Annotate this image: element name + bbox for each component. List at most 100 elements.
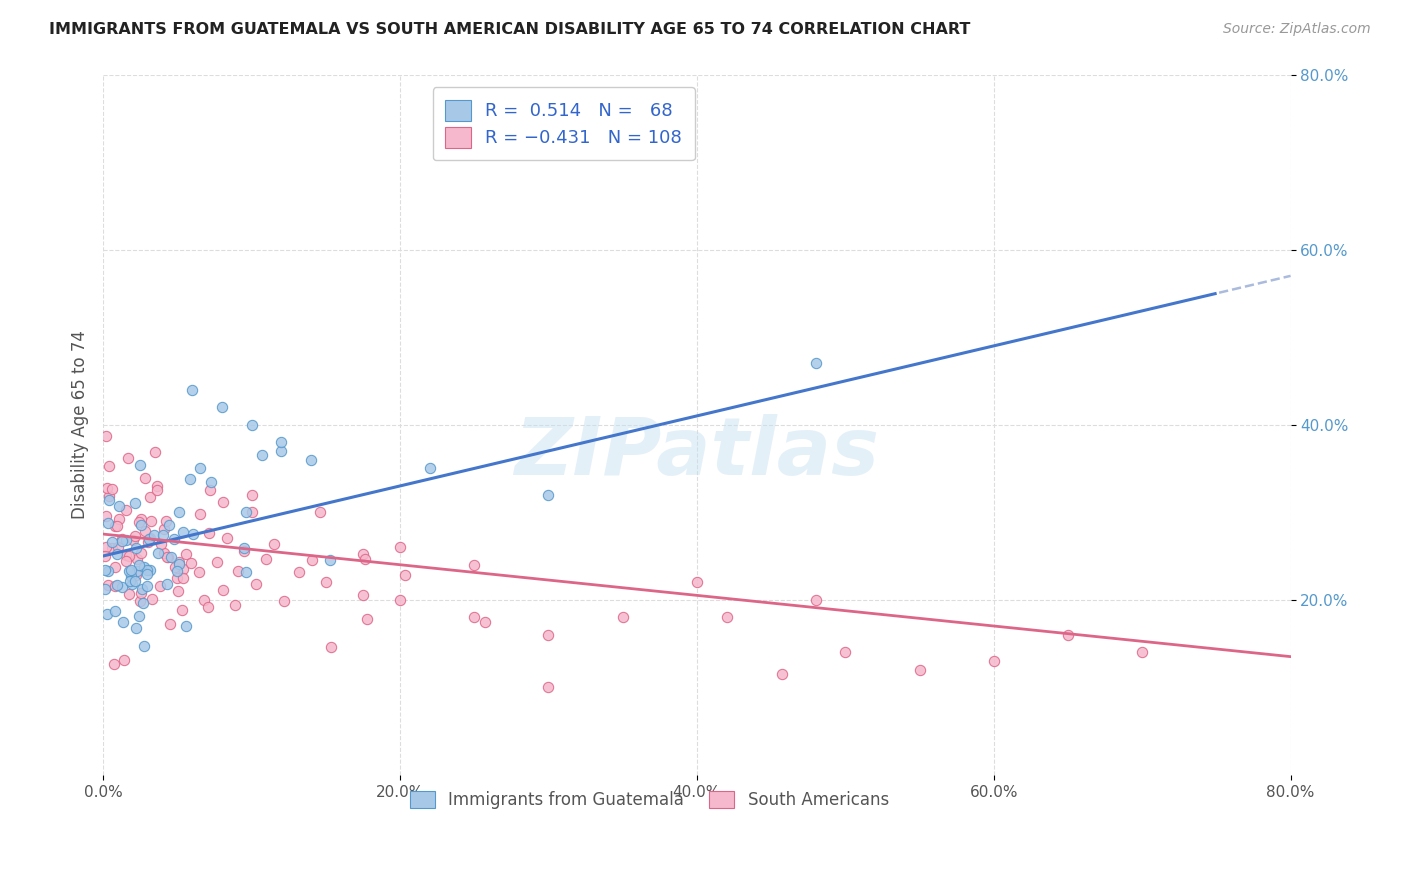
Point xyxy=(107,499,129,513)
Point xyxy=(96,540,118,554)
Point xyxy=(120,574,142,588)
Point xyxy=(105,519,128,533)
Y-axis label: Disability Age 65 to 74: Disability Age 65 to 74 xyxy=(72,330,89,519)
Point xyxy=(159,616,181,631)
Point xyxy=(612,610,634,624)
Point xyxy=(1130,645,1153,659)
Point xyxy=(155,514,177,528)
Point xyxy=(172,571,194,585)
Point xyxy=(129,586,152,600)
Point xyxy=(152,527,174,541)
Point xyxy=(198,483,221,497)
Point xyxy=(134,639,156,653)
Point xyxy=(169,555,191,569)
Point xyxy=(103,657,125,671)
Point xyxy=(104,560,127,574)
Point xyxy=(134,471,156,485)
Point xyxy=(170,603,193,617)
Point xyxy=(474,615,496,629)
Text: ZIPatlas: ZIPatlas xyxy=(515,414,879,491)
Point xyxy=(125,622,148,636)
Point xyxy=(138,532,160,546)
Point xyxy=(134,559,156,574)
Point xyxy=(97,578,120,592)
Point xyxy=(804,356,827,370)
Point xyxy=(100,541,122,555)
Point xyxy=(93,563,115,577)
Point xyxy=(146,546,169,560)
Point xyxy=(128,458,150,472)
Point xyxy=(104,518,127,533)
Point xyxy=(166,571,188,585)
Point xyxy=(100,483,122,497)
Point xyxy=(136,579,159,593)
Point xyxy=(288,565,311,579)
Point xyxy=(200,475,222,489)
Point xyxy=(124,529,146,543)
Point xyxy=(419,461,441,475)
Point xyxy=(129,511,152,525)
Point xyxy=(301,553,323,567)
Point xyxy=(128,609,150,624)
Point xyxy=(136,566,159,581)
Point xyxy=(166,564,188,578)
Point xyxy=(908,663,931,677)
Point xyxy=(118,587,141,601)
Point xyxy=(804,592,827,607)
Point xyxy=(149,579,172,593)
Point xyxy=(136,563,159,577)
Point xyxy=(129,593,152,607)
Point xyxy=(172,525,194,540)
Point xyxy=(104,604,127,618)
Point xyxy=(98,459,121,474)
Point xyxy=(146,483,169,498)
Point xyxy=(463,558,485,572)
Point xyxy=(104,579,127,593)
Point xyxy=(245,577,267,591)
Point xyxy=(716,610,738,624)
Point xyxy=(211,582,233,597)
Point xyxy=(97,489,120,503)
Text: IMMIGRANTS FROM GUATEMALA VS SOUTH AMERICAN DISABILITY AGE 65 TO 74 CORRELATION : IMMIGRANTS FROM GUATEMALA VS SOUTH AMERI… xyxy=(49,22,970,37)
Point xyxy=(1057,628,1080,642)
Point xyxy=(233,544,256,558)
Point xyxy=(111,533,134,547)
Point xyxy=(198,526,221,541)
Point xyxy=(114,548,136,562)
Point xyxy=(145,479,167,493)
Point xyxy=(270,435,292,450)
Point xyxy=(215,531,238,545)
Point xyxy=(125,541,148,556)
Point xyxy=(308,505,330,519)
Point xyxy=(142,528,165,542)
Point xyxy=(315,575,337,590)
Point xyxy=(240,488,263,502)
Point xyxy=(139,563,162,577)
Point xyxy=(273,594,295,608)
Point xyxy=(124,574,146,588)
Point xyxy=(211,400,233,414)
Point xyxy=(232,541,254,555)
Point xyxy=(834,645,856,659)
Point xyxy=(93,549,115,564)
Point xyxy=(153,522,176,536)
Point xyxy=(354,552,377,566)
Point xyxy=(157,518,180,533)
Point xyxy=(235,566,257,580)
Point xyxy=(212,495,235,509)
Point xyxy=(120,568,142,582)
Point xyxy=(179,472,201,486)
Point xyxy=(94,509,117,524)
Point xyxy=(319,552,342,566)
Point xyxy=(141,592,163,607)
Point xyxy=(115,503,138,517)
Point xyxy=(352,547,374,561)
Point xyxy=(163,560,186,574)
Point xyxy=(254,552,277,566)
Point xyxy=(235,505,257,519)
Point xyxy=(125,552,148,566)
Point xyxy=(193,593,215,607)
Point xyxy=(112,615,135,629)
Point xyxy=(128,558,150,572)
Point xyxy=(240,417,263,432)
